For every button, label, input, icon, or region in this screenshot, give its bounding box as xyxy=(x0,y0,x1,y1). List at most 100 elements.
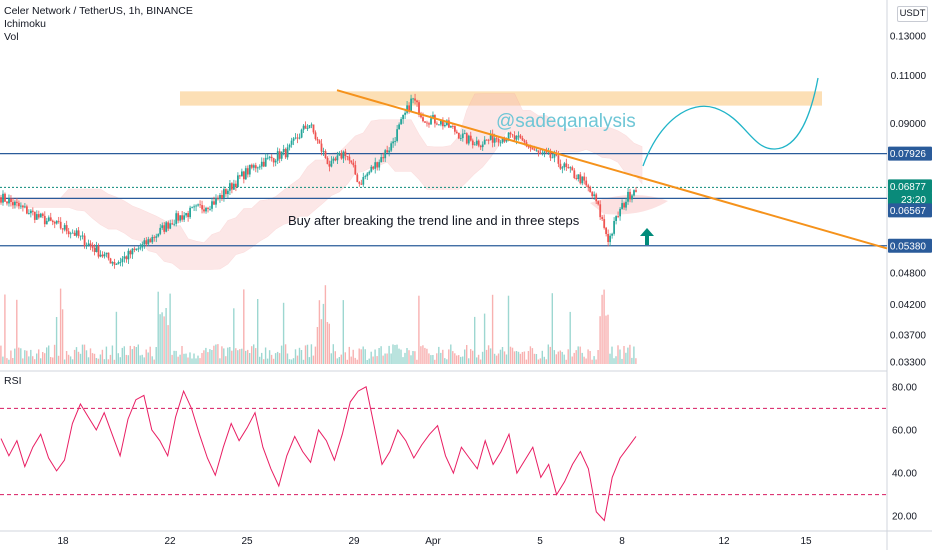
candle-body xyxy=(360,183,363,185)
candle-body xyxy=(487,139,490,141)
candle-body xyxy=(455,131,458,133)
candle-body xyxy=(12,202,14,206)
candle-body xyxy=(219,195,221,199)
candle-body xyxy=(533,149,536,151)
ichimoku-indicator-label[interactable]: Ichimoku xyxy=(4,18,47,30)
volume-bar xyxy=(253,344,255,364)
volume-bar xyxy=(366,360,368,364)
candle-body xyxy=(392,141,394,144)
volume-bar xyxy=(605,315,607,364)
volume-bar xyxy=(16,299,18,364)
volume-bar xyxy=(12,358,14,364)
volume-bar xyxy=(406,348,408,364)
candle-body xyxy=(83,235,86,246)
volume-bar xyxy=(448,349,450,364)
candle-body xyxy=(408,105,410,111)
projection-curve[interactable] xyxy=(642,77,819,167)
candle-body xyxy=(312,124,315,133)
candle-body xyxy=(338,153,341,156)
volume-indicator-label[interactable]: Vol xyxy=(4,31,19,43)
volume-bar xyxy=(286,353,289,364)
currency-badge[interactable]: USDT xyxy=(897,6,928,22)
candle-body xyxy=(227,190,229,195)
candle-body xyxy=(155,236,158,238)
candle-body xyxy=(483,139,486,145)
candle-body xyxy=(33,211,36,220)
volume-bar xyxy=(119,357,121,364)
candle-body xyxy=(503,138,506,142)
candle-body xyxy=(127,250,130,260)
price-axis-tick-label: 0.04200 xyxy=(890,300,927,311)
rsi-axis-tick-label: 80.00 xyxy=(892,382,917,393)
candle-body xyxy=(505,139,508,142)
candle-body xyxy=(555,154,558,156)
volume-bar xyxy=(310,344,313,364)
up-arrow-icon xyxy=(640,228,654,245)
volume-bar xyxy=(266,358,269,364)
candle-body xyxy=(597,201,600,205)
candle-body xyxy=(237,175,239,188)
candle-body xyxy=(499,142,502,144)
volume-bar xyxy=(302,359,305,364)
volume-bar xyxy=(163,316,165,364)
volume-bar xyxy=(243,289,245,364)
volume-bar xyxy=(571,356,573,364)
candle-body xyxy=(561,167,564,169)
candle-body xyxy=(330,160,333,167)
volume-bar xyxy=(320,319,323,364)
candle-body xyxy=(529,147,532,148)
candle-body xyxy=(475,140,478,145)
candle-body xyxy=(589,187,592,193)
volume-bar xyxy=(157,291,159,364)
candle-body xyxy=(141,244,144,248)
symbol-title[interactable]: Celer Network / TetherUS, 1h, BINANCE xyxy=(4,5,193,17)
volume-bar xyxy=(185,353,187,364)
candle-body xyxy=(595,194,598,202)
volume-bar xyxy=(306,344,309,364)
volume-bar xyxy=(623,346,625,364)
volume-bar xyxy=(139,355,141,364)
candle-body xyxy=(167,222,170,229)
volume-bar xyxy=(151,356,153,364)
volume-bar xyxy=(454,353,456,364)
volume-bar xyxy=(563,354,565,364)
volume-bar xyxy=(298,347,301,364)
candle-body xyxy=(613,221,615,234)
volume-bar xyxy=(462,356,464,364)
candle-body xyxy=(509,132,512,135)
candle-body xyxy=(304,125,307,129)
candle-body xyxy=(18,202,20,207)
analysis-note: Buy after breaking the trend line and in… xyxy=(288,213,580,228)
volume-bar xyxy=(583,356,585,364)
volume-bar xyxy=(87,357,90,364)
volume-bar xyxy=(278,353,281,364)
volume-bar xyxy=(340,354,342,364)
candle-body xyxy=(20,205,22,207)
candle-countdown-label: 23:20 xyxy=(901,195,926,206)
candle-body xyxy=(366,173,369,177)
volume-bar xyxy=(382,355,384,364)
volume-bar xyxy=(50,357,52,364)
candle-body xyxy=(549,151,552,158)
volume-bar xyxy=(593,356,595,364)
candle-body xyxy=(320,143,323,152)
volume-bar xyxy=(549,346,551,364)
volume-bar xyxy=(135,347,137,364)
volume-bar xyxy=(46,347,48,364)
candle-body xyxy=(565,163,568,167)
volume-bar xyxy=(511,347,514,364)
volume-bar xyxy=(103,359,106,364)
price-axis-tick-label: 0.03700 xyxy=(890,330,927,341)
volume-bar xyxy=(205,347,207,364)
volume-bar xyxy=(330,353,332,364)
descending-trend-line[interactable] xyxy=(336,89,888,250)
volume-bar xyxy=(370,351,372,364)
candle-body xyxy=(89,243,92,246)
volume-bar xyxy=(575,350,577,364)
rsi-indicator-label[interactable]: RSI xyxy=(4,375,22,387)
volume-bar xyxy=(485,349,488,364)
candle-body xyxy=(521,138,524,141)
candle-body xyxy=(394,141,396,142)
candle-body xyxy=(629,191,631,200)
volume-bar xyxy=(426,348,428,364)
